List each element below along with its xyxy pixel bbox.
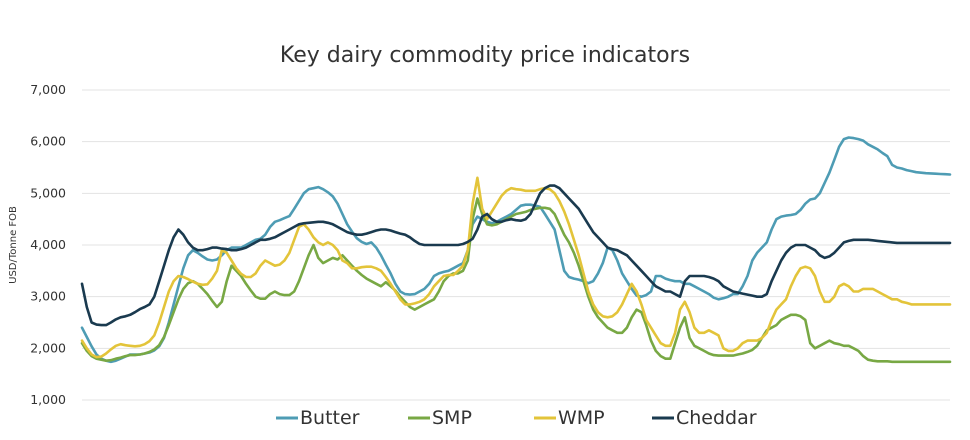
y-axis-ticks: 1,000 2,000 3,000 4,000 5,000 6,000 7,000 bbox=[30, 82, 66, 407]
legend-item-wmp: WMP bbox=[534, 407, 605, 429]
y-tick-label: 7,000 bbox=[30, 82, 66, 97]
y-tick-label: 2,000 bbox=[30, 340, 66, 355]
legend-label: Cheddar bbox=[676, 407, 757, 429]
legend-label: WMP bbox=[558, 407, 605, 429]
y-tick-label: 5,000 bbox=[30, 185, 66, 200]
legend-item-butter: Butter bbox=[276, 407, 360, 429]
series-line-butter bbox=[80, 136, 952, 364]
y-tick-label: 4,000 bbox=[30, 237, 66, 252]
legend-item-smp: SMP bbox=[408, 407, 472, 429]
gridlines bbox=[82, 89, 950, 401]
y-tick-label: 1,000 bbox=[30, 392, 66, 407]
legend-label: SMP bbox=[432, 407, 472, 429]
legend-label: Butter bbox=[300, 407, 360, 429]
legend: Butter SMP WMP Cheddar bbox=[276, 407, 757, 429]
series-line-wmp bbox=[80, 176, 952, 359]
chart-title: Key dairy commodity price indicators bbox=[280, 43, 690, 68]
legend-item-cheddar: Cheddar bbox=[652, 407, 757, 429]
series-lines bbox=[80, 136, 952, 364]
y-tick-label: 6,000 bbox=[30, 134, 66, 149]
y-tick-label: 3,000 bbox=[30, 289, 66, 304]
series-line-smp bbox=[80, 197, 952, 364]
series-line-cheddar bbox=[80, 184, 952, 327]
y-axis-label: USD/Tonne FOB bbox=[8, 206, 19, 284]
